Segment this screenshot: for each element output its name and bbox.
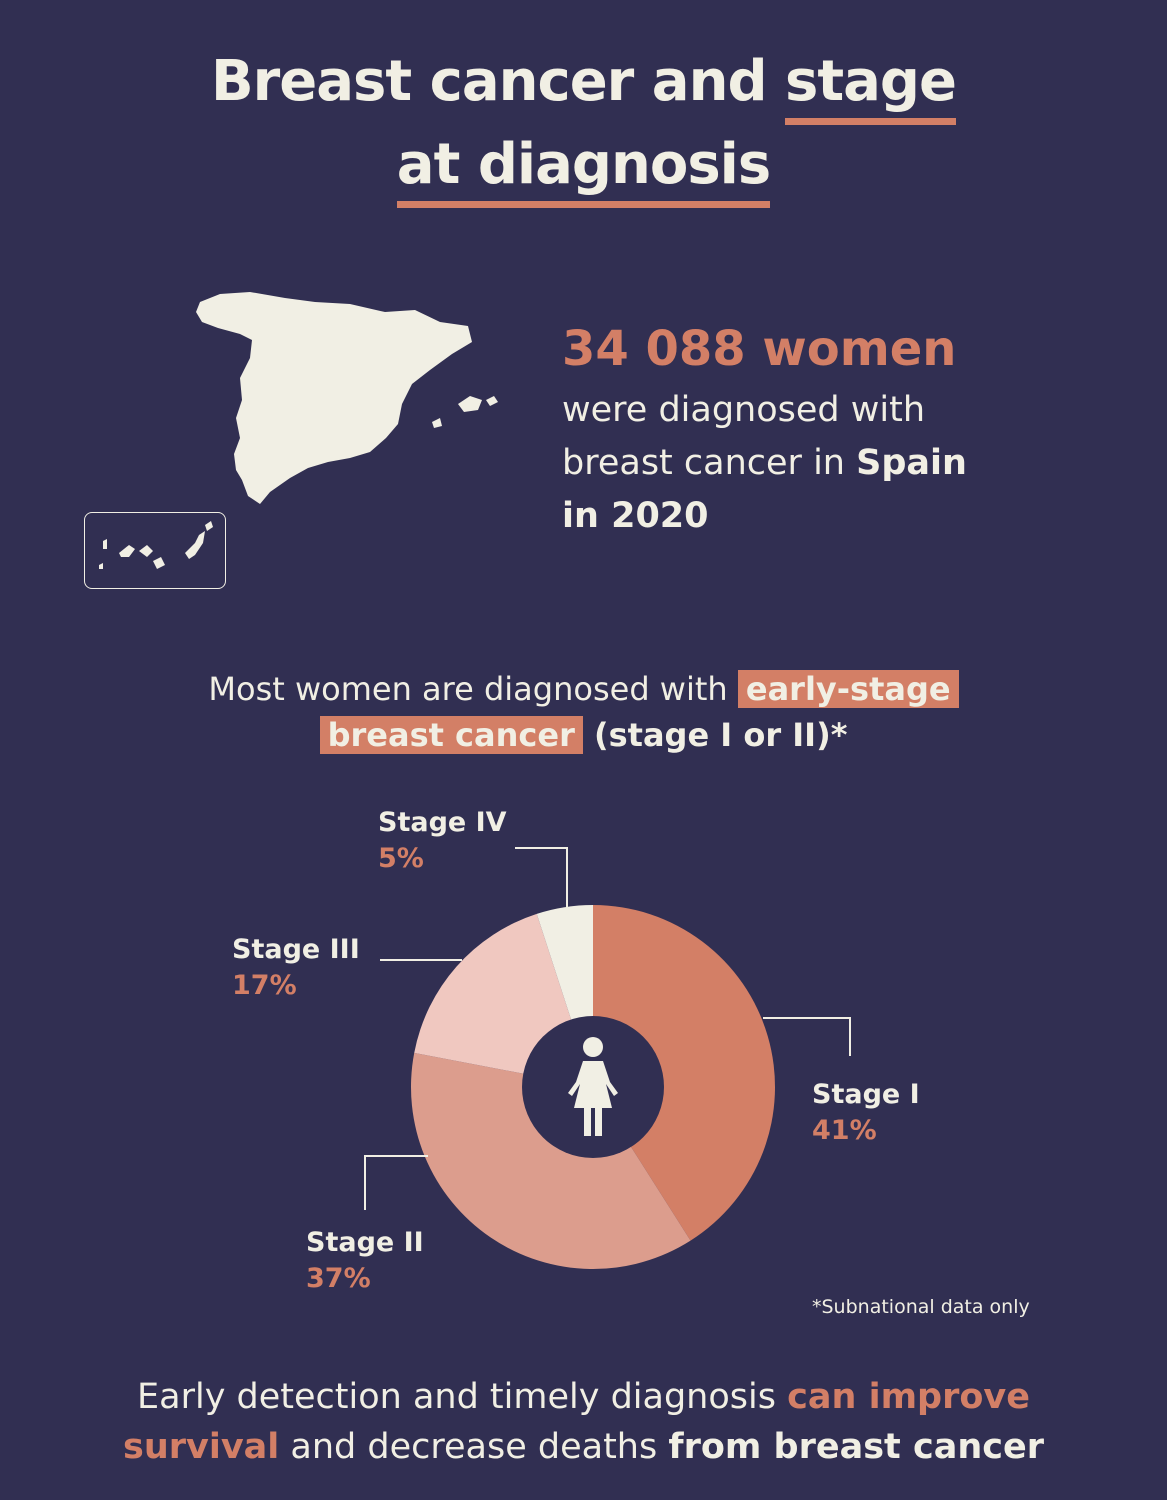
donut-slice-stage-i xyxy=(593,905,776,1241)
stat-line1: were diagnosed with xyxy=(562,390,926,430)
label-stage-2: Stage II 37% xyxy=(306,1225,424,1297)
title-part2: stage xyxy=(785,46,957,125)
subtitle-post: (stage I or II)* xyxy=(582,716,848,754)
label-stage-2-value: 37% xyxy=(306,1263,371,1294)
footer-mid: and decrease deaths xyxy=(279,1427,669,1467)
leader-line-stage-2 xyxy=(364,1155,428,1210)
label-stage-3-value: 17% xyxy=(232,970,297,1001)
subtitle-highlight-1: early-stage xyxy=(737,670,959,708)
footer-accent-2: survival xyxy=(123,1427,280,1467)
stat-year: in 2020 xyxy=(562,496,709,536)
label-stage-4-value: 5% xyxy=(378,843,424,874)
footer-accent-1: can improve xyxy=(787,1377,1030,1417)
page-title: Breast cancer and stage at diagnosis xyxy=(0,42,1167,208)
canary-islands-icon xyxy=(99,521,213,569)
label-stage-1: Stage I 41% xyxy=(812,1077,920,1149)
title-part1: Breast cancer and xyxy=(210,49,786,114)
leader-line-stage-1 xyxy=(763,1017,851,1056)
subtitle-pre: Most women are diagnosed with xyxy=(208,670,738,708)
chart-subtitle: Most women are diagnosed with early-stag… xyxy=(0,666,1167,758)
label-stage-3: Stage III 17% xyxy=(232,932,360,1004)
label-stage-1-value: 41% xyxy=(812,1115,877,1146)
woman-icon xyxy=(568,1037,618,1136)
footnote: *Subnational data only xyxy=(812,1296,1030,1318)
title-part3: at diagnosis xyxy=(396,129,771,208)
stat-line2: breast cancer in Spain xyxy=(562,437,1122,490)
stat-line2-pre: breast cancer in xyxy=(562,443,857,483)
footer-bold: from breast cancer xyxy=(668,1427,1044,1467)
footer-message: Early detection and timely diagnosis can… xyxy=(0,1372,1167,1472)
stat-number: 34 088 women xyxy=(562,321,957,377)
label-stage-1-name: Stage I xyxy=(812,1079,920,1110)
label-stage-4: Stage IV 5% xyxy=(378,805,507,877)
label-stage-4-name: Stage IV xyxy=(378,807,507,838)
footer-pre: Early detection and timely diagnosis xyxy=(137,1377,788,1417)
spain-map-icon xyxy=(196,292,498,504)
label-stage-3-name: Stage III xyxy=(232,934,360,965)
canary-islands-inset xyxy=(84,512,226,589)
stat-country: Spain xyxy=(856,443,967,483)
leader-line-stage-4 xyxy=(515,847,568,910)
label-stage-2-name: Stage II xyxy=(306,1227,424,1258)
subtitle-highlight-2: breast cancer xyxy=(319,716,583,754)
donut-slice-stage-ii xyxy=(410,1052,691,1269)
stat-block: 34 088 women were diagnosed with breast … xyxy=(562,314,1122,543)
